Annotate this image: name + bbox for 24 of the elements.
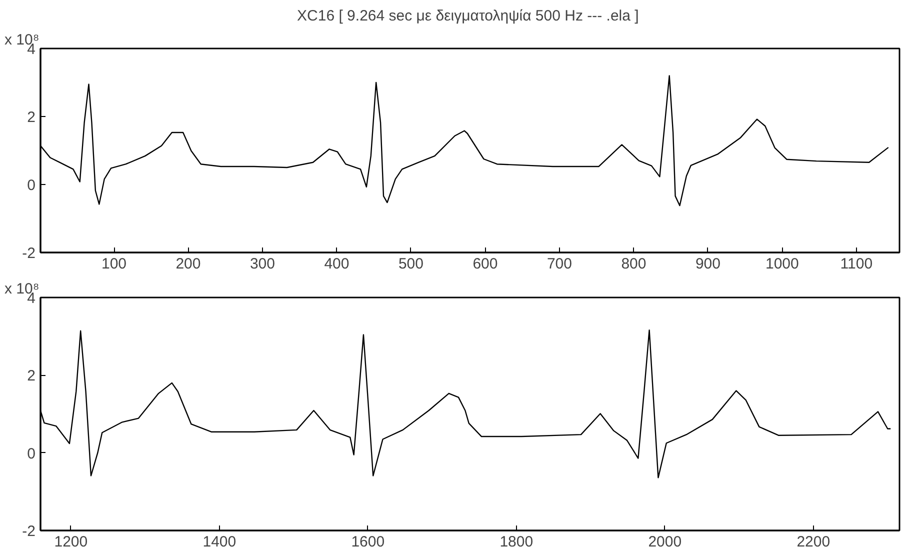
chart-title: XC16 [ 9.264 sec με δειγματοληψία 500 Hz --- .ela ] — [297, 8, 639, 24]
x-tick-label: 400 — [324, 256, 350, 272]
x-tick-label: 800 — [621, 256, 646, 272]
y-tick-label: 0 — [27, 445, 36, 462]
y-tick-label: -2 — [22, 245, 36, 262]
x-tick-label: 1000 — [766, 256, 799, 272]
x-tick-label: 1200 — [54, 534, 88, 550]
x-tick-label: 300 — [250, 256, 276, 272]
y-tick-label: -2 — [22, 523, 36, 540]
y-tick-label: 0 — [27, 177, 36, 194]
x-tick-label: 1100 — [840, 256, 873, 272]
y-tick-label: 2 — [27, 109, 36, 126]
x-tick-label: 700 — [546, 256, 572, 272]
x-tick-label: 1400 — [202, 534, 236, 550]
x-tick-label: 200 — [176, 256, 201, 272]
x-tick-label: 1800 — [500, 534, 534, 550]
x-tick-label: 2000 — [648, 534, 682, 550]
x-tick-label: 100 — [101, 256, 127, 272]
y-tick-label: 2 — [27, 368, 36, 385]
x-tick-label: 2200 — [796, 534, 830, 550]
x-tick-label: 900 — [695, 256, 720, 272]
x-tick-label: 500 — [398, 256, 424, 272]
x-tick-label: 600 — [472, 256, 498, 272]
x-tick-label: 1600 — [351, 534, 385, 550]
